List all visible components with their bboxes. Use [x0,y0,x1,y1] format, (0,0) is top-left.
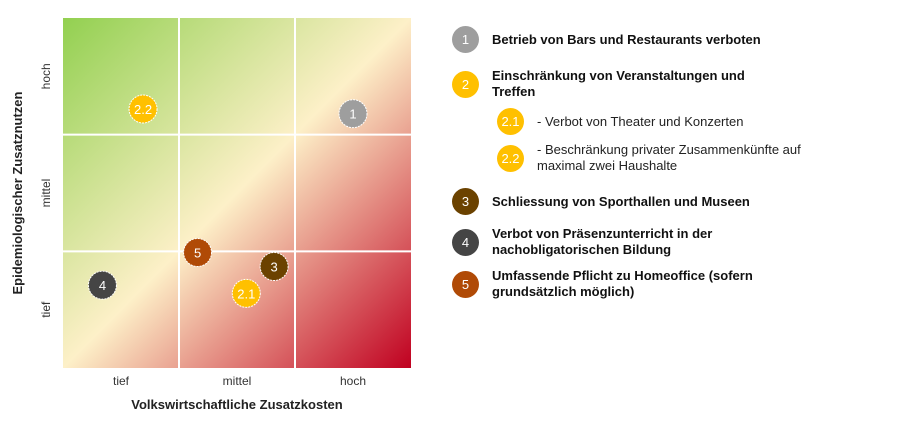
x-tick-label: tief [113,374,130,388]
x-tick-label: hoch [340,374,366,388]
legend-item: 4 Verbot von Präsenzunterricht in der nac… [452,226,782,258]
data-point-marker [338,99,368,129]
data-point-label: 3 [271,260,278,275]
x-tick-label: mittel [223,374,252,388]
legend-marker: 3 [452,188,479,215]
data-point-label: 2.2 [134,102,152,117]
data-point-label: 4 [99,278,106,293]
data-point: 2.2 [128,94,158,124]
legend-marker: 4 [452,228,479,256]
data-point-marker [128,94,158,124]
legend-text: - Beschränkung privater Zusammenkünfte a… [537,142,801,173]
data-point: 1 [338,99,368,129]
legend-marker: 5 [452,270,479,298]
legend-marker: 2 [452,70,479,98]
x-axis-label: Volkswirtschaftliche Zusatzkosten [131,397,342,412]
matrix-chart: tief mittel hoch tief mittel hoch Volkswirtsc… [10,18,411,412]
data-point-marker [259,252,289,281]
y-axis-label: Epidemiologischer Zusatznutzen [10,91,25,294]
legend-item: 3 Schliessung von Sporthallen und Museen [452,188,750,215]
data-point-label: 2.1 [237,286,255,301]
legend-text: Umfassende Pflicht zu Homeoffice (sofern… [492,268,753,299]
legend-text: Schliessung von Sporthallen und Museen [492,193,750,209]
legend-text: - Verbot von Theater und Konzerten [537,113,744,129]
legend-item: 2 Einschränkung von Veranstaltungen und T… [452,68,782,100]
data-point-marker [231,278,261,308]
data-point-label: 5 [194,246,201,261]
data-point: 2.1 [231,278,261,308]
data-point-marker [183,238,213,267]
data-point-label: 1 [349,107,356,122]
legend-item: 1 Betrieb von Bars und Restaurants verbot… [452,26,761,53]
data-point: 5 [183,238,213,267]
legend-marker: 2.1 [497,108,524,135]
data-point: 3 [259,252,289,281]
legend-item: 5 Umfassende Pflicht zu Homeoffice (sofer… [452,268,782,300]
legend-item: 2.2 - Beschränkung privater Zusammenkünft… [497,142,807,174]
data-point: 4 [87,270,117,300]
plot-background [63,18,411,368]
legend-text: Betrieb von Bars und Restaurants verbote… [492,31,761,47]
y-tick-label: hoch [39,63,53,89]
legend-text: Einschränkung von Veranstaltungen und Tr… [492,68,745,99]
y-tick-label: mittel [39,179,53,208]
legend-text: Verbot von Präsenzunterricht in der nach… [492,226,713,257]
data-point-marker [87,270,117,300]
legend-item: 2.1 - Verbot von Theater und Konzerten [497,108,743,135]
legend-marker: 2.2 [497,144,524,172]
legend-marker: 1 [452,26,479,53]
y-tick-label: tief [39,301,53,318]
